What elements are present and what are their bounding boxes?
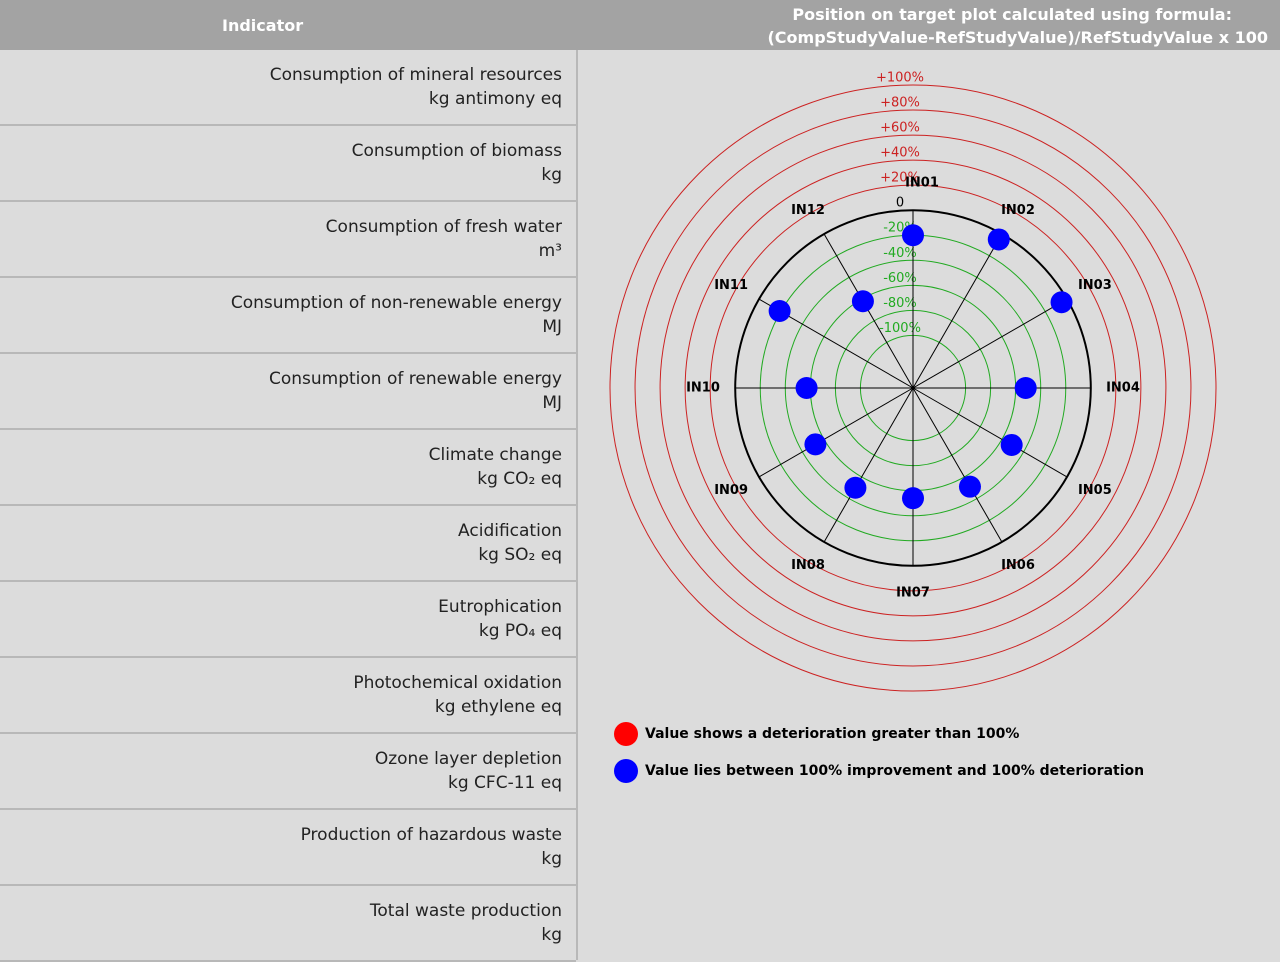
spoke <box>912 233 1003 389</box>
indicator-unit: kg CFC-11 eq <box>448 773 562 793</box>
data-point <box>795 377 818 399</box>
legend-label: Value lies between 100% improvement and … <box>645 763 1144 779</box>
spoke-label: IN03 <box>1078 278 1112 293</box>
ring <box>709 184 1117 592</box>
indicator-unit: kg PO₄ eq <box>478 621 562 641</box>
data-point <box>958 475 981 498</box>
indicator-row: Climate change kg CO₂ eq <box>0 430 576 506</box>
indicator-row: Consumption of fresh water m³ <box>0 202 576 278</box>
ring-label: +100% <box>876 71 924 86</box>
data-point <box>851 290 874 313</box>
indicator-name: Consumption of mineral resources <box>269 65 562 85</box>
ring-label: -80% <box>883 296 917 311</box>
data-point <box>902 224 924 247</box>
data-point <box>902 487 924 510</box>
ring-label: +20% <box>880 171 920 186</box>
spoke-label: IN10 <box>686 381 720 396</box>
data-point <box>804 433 827 456</box>
ring-label: -40% <box>883 246 917 261</box>
ring-label: +60% <box>880 121 920 136</box>
indicator-unit: kg ethylene eq <box>434 697 562 717</box>
formula-title: Position on target plot calculated using… <box>792 5 1232 24</box>
indicator-row: Ozone layer depletion kg CFC-11 eq <box>0 734 576 810</box>
indicator-row: Production of hazardous waste kg <box>0 810 576 886</box>
data-point <box>987 228 1010 251</box>
indicator-name: Ozone layer depletion <box>374 749 562 769</box>
indicator-unit: kg <box>541 849 562 869</box>
indicator-row: Acidification kg SO₂ eq <box>0 506 576 582</box>
spoke-label: IN08 <box>791 558 825 573</box>
indicator-name: Total waste production <box>369 901 562 921</box>
indicator-name: Production of hazardous waste <box>300 825 562 845</box>
spoke <box>912 387 1068 478</box>
column-header: Indicator <box>222 16 304 35</box>
indicator-unit: kg CO₂ eq <box>477 469 562 489</box>
ring <box>634 109 1192 667</box>
spoke-label: IN11 <box>714 278 748 293</box>
spoke <box>758 387 914 478</box>
formula: (CompStudyValue-RefStudyValue)/RefStudyV… <box>767 28 1268 47</box>
legend-swatch <box>614 722 638 746</box>
data-point <box>844 476 867 499</box>
indicator-name: Acidification <box>458 521 562 541</box>
data-point <box>768 299 791 322</box>
spoke-label: IN04 <box>1106 381 1140 396</box>
spoke <box>823 233 914 389</box>
indicator-unit: kg <box>541 165 562 185</box>
legend-label: Value shows a deterioration greater than… <box>645 726 1019 742</box>
indicator-name: Eutrophication <box>438 597 562 617</box>
data-point <box>1050 291 1073 314</box>
ring <box>609 84 1217 692</box>
spoke-label: IN12 <box>791 203 825 218</box>
indicator-unit: MJ <box>542 393 562 413</box>
ring <box>659 134 1167 642</box>
indicator-list: Consumption of mineral resources kg antim… <box>0 50 578 962</box>
indicator-name: Consumption of non-renewable energy <box>230 293 562 313</box>
legend-swatch <box>614 759 638 783</box>
data-point <box>1000 433 1023 456</box>
indicator-row: Consumption of renewable energy MJ <box>0 354 576 430</box>
indicator-row: Consumption of biomass kg <box>0 126 576 202</box>
spoke-label: IN09 <box>714 483 748 498</box>
indicator-name: Climate change <box>428 445 562 465</box>
ring-label: 0 <box>896 196 904 211</box>
indicator-row: Photochemical oxidation kg ethylene eq <box>0 658 576 734</box>
spoke-label: IN05 <box>1078 483 1112 498</box>
indicator-unit: kg antimony eq <box>428 89 562 109</box>
indicator-name: Consumption of fresh water <box>325 217 562 237</box>
header: Indicator Position on target plot calcul… <box>0 0 1280 50</box>
indicator-unit: kg SO₂ eq <box>478 545 562 565</box>
indicator-row: Consumption of mineral resources kg antim… <box>0 50 576 126</box>
ring-label: +40% <box>880 146 920 161</box>
spoke-label: IN06 <box>1001 558 1035 573</box>
indicator-row: Eutrophication kg PO₄ eq <box>0 582 576 658</box>
ring-label: -100% <box>879 321 921 336</box>
ring-label: -60% <box>883 271 917 286</box>
indicator-row: Consumption of non-renewable energy MJ <box>0 278 576 354</box>
spoke-label: IN02 <box>1001 203 1035 218</box>
indicator-unit: MJ <box>542 317 562 337</box>
indicator-name: Consumption of renewable energy <box>268 369 562 389</box>
indicator-unit: kg <box>541 925 562 945</box>
indicator-name: Photochemical oxidation <box>353 673 562 693</box>
ring <box>684 159 1142 617</box>
indicator-unit: m³ <box>538 241 562 261</box>
spoke <box>823 387 914 543</box>
indicator-name: Consumption of biomass <box>351 141 562 161</box>
spoke <box>912 298 1068 389</box>
spoke <box>912 387 1003 543</box>
ring-label: +80% <box>880 96 920 111</box>
spoke-label: IN01 <box>905 176 939 191</box>
spoke-label: IN07 <box>896 586 930 601</box>
data-point <box>1014 377 1037 399</box>
